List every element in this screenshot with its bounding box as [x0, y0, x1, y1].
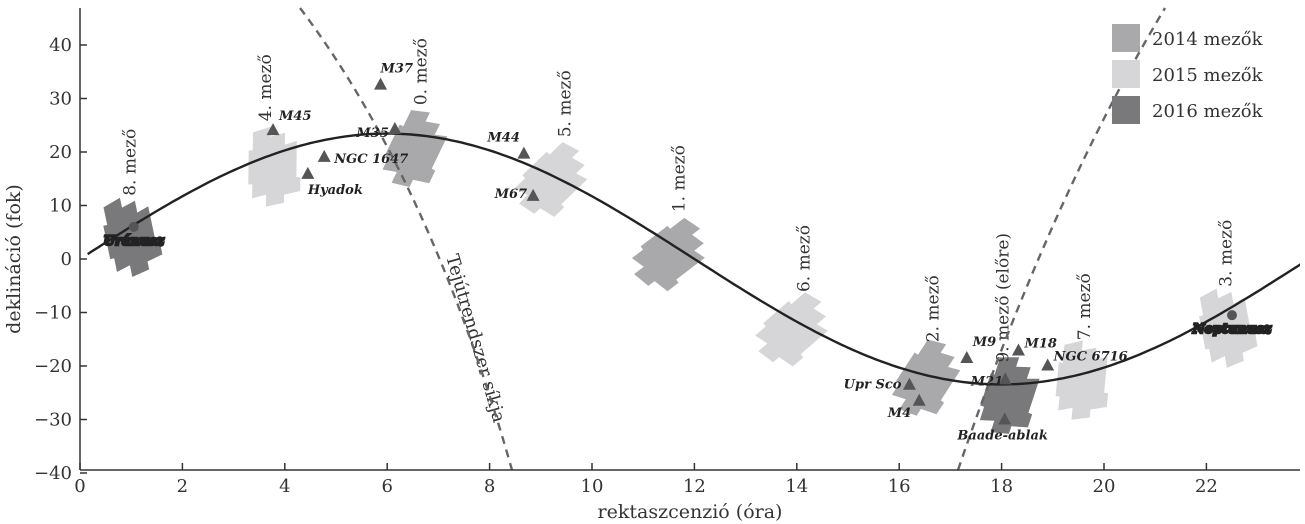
field-3-mezo — [1199, 288, 1258, 368]
field-label-4-mezo: 4. mező — [256, 54, 276, 121]
field-label-1-mezo: 1. mező — [669, 145, 689, 212]
marker-m37 — [374, 77, 388, 90]
x-tick-label: 4 — [279, 476, 290, 497]
x-tick-label: 14 — [785, 476, 808, 497]
legend: 2014 mezők 2015 mezők 2016 mezők — [1112, 24, 1264, 124]
label-m9: M9 — [972, 335, 996, 350]
curves — [87, 7, 1300, 470]
marker-m21 — [998, 372, 1012, 385]
y-tick-label: 30 — [49, 89, 72, 110]
label-m4: M4 — [887, 406, 911, 421]
label-ngc-1647: NGC 1647 — [333, 152, 408, 167]
x-tick-label: 16 — [888, 476, 911, 497]
label-m18: M18 — [1023, 336, 1056, 351]
marker-m9 — [960, 350, 974, 363]
marker-neptunusz — [1227, 310, 1237, 321]
label-neptunusz: Neptunusz — [1192, 322, 1272, 337]
x-tick-label: 2 — [177, 476, 188, 497]
field-4-mezo — [248, 126, 301, 207]
field-label-3-mezo: 3. mező — [1216, 220, 1236, 287]
label-ngc-6716: NGC 6716 — [1053, 349, 1128, 364]
y-axis-title: deklináció (fok) — [3, 184, 25, 334]
field-1-mezo — [632, 217, 705, 292]
marker-baade-ablak — [998, 412, 1012, 425]
x-tick-label: 6 — [381, 476, 392, 497]
legend-label-2016-mezok: 2016 mezők — [1152, 101, 1264, 122]
field-label-8-mezo: 8. mező — [121, 129, 141, 196]
y-tick-label: 0 — [61, 249, 72, 270]
galactic-plane-line-right — [956, 7, 1167, 470]
field-label-7-mezo: 7. mező — [1075, 273, 1095, 340]
label-baade-ablak: Baade-ablak — [956, 429, 1047, 444]
field-label-5-mezo: 5. mező — [556, 70, 576, 137]
legend-label-2015-mezok: 2015 mezők — [1152, 65, 1264, 86]
x-tick-label: 18 — [990, 476, 1013, 497]
field-6-mezo — [755, 292, 828, 367]
y-tick-label: −30 — [34, 410, 72, 431]
legend-label-2014-mezok: 2014 mezők — [1152, 29, 1264, 50]
label-m67: M67 — [494, 187, 527, 202]
y-tick-label: −10 — [34, 303, 72, 324]
marker-ngc-1647 — [317, 149, 331, 162]
field-label-6-mezo: 6. mező — [794, 225, 814, 292]
y-tick-label: −20 — [34, 356, 72, 377]
x-tick-label: 22 — [1195, 476, 1218, 497]
marker-m18 — [1011, 343, 1025, 356]
x-tick-label: 20 — [1093, 476, 1116, 497]
field-label-9-mezo-elore: 9. mező (előre) — [993, 233, 1013, 363]
legend-swatch-2015-mezok — [1112, 60, 1140, 88]
field-2-mezo — [891, 339, 961, 416]
label-m21: M21 — [970, 374, 1003, 389]
marker-ngc-6716 — [1041, 358, 1055, 371]
campaign-fields: 8. mező 4. mező 0. mező 5. mező 1. mező 6. me… — [103, 38, 1258, 434]
x-tick-label: 10 — [581, 476, 604, 497]
galactic-plane-line-left — [299, 7, 514, 470]
field-7-mezo — [1055, 340, 1109, 420]
marker-m45 — [266, 123, 280, 136]
label-m45: M45 — [278, 109, 311, 124]
field-9-mezo-elore — [979, 357, 1040, 434]
marker-hyadok — [301, 166, 315, 179]
field-label-0-mezo: 0. mező — [411, 38, 431, 105]
y-tick-label: 40 — [49, 35, 72, 56]
x-tick-label: 8 — [484, 476, 495, 497]
label-m44: M44 — [486, 131, 519, 146]
marker-m35 — [388, 121, 402, 134]
marker-m4 — [912, 393, 926, 406]
ecliptic-line — [87, 132, 1300, 386]
label-upr-sco: Upr Sco — [844, 378, 902, 393]
label-uranusz: Uránusz — [104, 234, 165, 249]
galactic-plane-label: Tejútrendszer síkja — [441, 252, 509, 425]
x-tick-label: 0 — [74, 476, 85, 497]
field-0-mezo — [382, 110, 448, 187]
field-label-2-mezo: 2. mező — [923, 275, 943, 342]
astronomical-objects: Uránusz M45 Hyadok NGC 1647 M37 M35 M44 M67 Upr … — [102, 62, 1273, 444]
marker-m67 — [526, 188, 540, 201]
y-tick-label: −40 — [34, 463, 72, 484]
x-tick-label: 12 — [683, 476, 706, 497]
y-tick-label: 20 — [49, 142, 72, 163]
axes: 0 2 4 6 8 10 12 14 16 18 20 22 −40 −30 −20 −10 0 10 20 30 40… — [3, 8, 1300, 523]
legend-swatch-2016-mezok — [1112, 96, 1140, 124]
marker-uranusz — [128, 221, 139, 232]
label-m35: M35 — [355, 126, 388, 141]
x-axis-title: rektaszcenzió (óra) — [598, 501, 783, 523]
label-m37: M37 — [380, 62, 413, 77]
label-hyadok: Hyadok — [307, 183, 363, 198]
y-tick-label: 10 — [49, 196, 72, 217]
marker-upr-sco — [902, 377, 916, 390]
marker-m44 — [517, 146, 531, 159]
legend-swatch-2014-mezok — [1112, 24, 1140, 52]
